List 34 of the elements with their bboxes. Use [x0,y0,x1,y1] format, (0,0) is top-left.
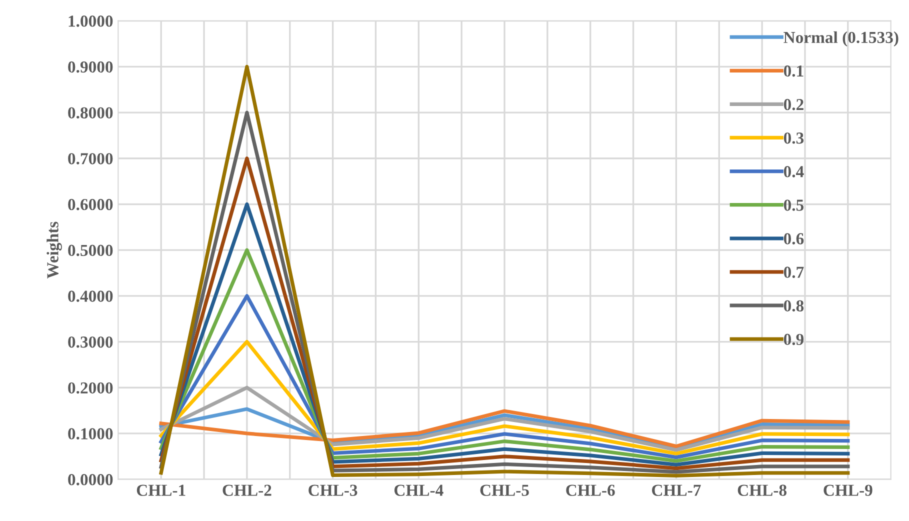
legend-label: 0.6 [784,233,804,244]
legend-label: 0.4 [784,166,804,178]
x-tick-label: CHL-9 [824,484,872,496]
line-series [159,294,850,460]
x-tick-label: CHL-8 [738,484,786,496]
y-tick-label: 0.3000 [68,336,113,348]
x-tick-label: CHL-4 [394,484,444,496]
x-tick-label: CHL-7 [652,484,701,496]
y-tick-label: 0.0000 [68,474,113,486]
y-tick-label: 0.2000 [68,382,113,394]
x-tick-label: CHL-1 [136,484,186,496]
y-tick-label: 0.6000 [68,198,113,210]
legend-label: Normal (0.1533) [784,31,898,46]
legend-label: 0.5 [784,200,804,211]
x-tick-label: CHL-2 [222,484,272,496]
y-tick-label: 0.5000 [68,244,113,256]
y-tick-label: 0.1000 [68,428,113,440]
y-tick-label: 1.0000 [68,16,113,27]
legend-label: 0.8 [784,300,804,312]
legend-label: 0.1 [784,65,804,77]
line-series [159,248,850,463]
legend-label: 0.2 [784,98,804,110]
y-tick-label: 0.9000 [68,61,113,73]
legend-label: 0.9 [784,334,804,346]
y-tick-label: 0.8000 [68,107,113,119]
legend-label: 0.7 [784,266,804,278]
y-tick-label: 0.4000 [68,290,113,302]
x-tick-label: CHL-3 [308,484,358,496]
x-tick-label: CHL-5 [480,484,529,496]
x-tick-label: CHL-6 [566,484,615,496]
legend-label: 0.3 [784,132,804,144]
line-series [159,386,850,452]
y-axis-title: Weights [46,222,62,279]
y-tick-label: 0.7000 [68,153,113,164]
